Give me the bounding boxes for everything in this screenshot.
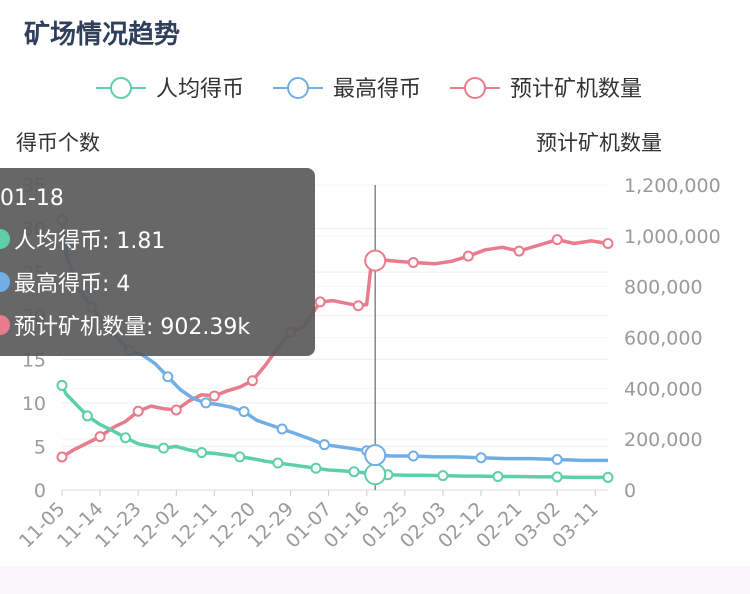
point-avg-12-17[interactable] — [234, 451, 246, 463]
point-max-01-27[interactable] — [407, 450, 419, 462]
y-right-tick-6: 1,200,000 — [624, 175, 721, 197]
point-max-12-09[interactable] — [200, 397, 212, 409]
point-avg-01-04[interactable] — [310, 462, 322, 474]
point-avg-02-03[interactable] — [437, 470, 449, 482]
series-line-avg[interactable] — [60, 384, 608, 480]
point-avg-03-14[interactable] — [602, 471, 614, 483]
y-right-tick-1: 200,000 — [624, 429, 703, 451]
hover-markers — [364, 249, 387, 486]
legend-item-2[interactable]: 预计矿机数量 — [450, 77, 642, 102]
point-miners-01-27[interactable] — [407, 257, 419, 269]
y-left-tick-2: 10 — [22, 393, 46, 415]
tooltip-date: 01-18 — [0, 186, 64, 211]
legend-marker-1 — [287, 77, 309, 99]
point-avg-11-05[interactable] — [56, 379, 68, 391]
legend-marker-0 — [110, 77, 132, 99]
point-miners-01-05[interactable] — [314, 296, 326, 308]
y-left-tick-1: 5 — [34, 436, 46, 458]
tooltip-dot-avg — [0, 228, 10, 249]
point-miners-02-09[interactable] — [462, 250, 474, 262]
point-avg-02-16[interactable] — [492, 470, 504, 482]
point-max-11-30[interactable] — [162, 371, 174, 383]
point-max-12-27[interactable] — [276, 423, 288, 435]
series-layer — [56, 214, 614, 483]
point-miners-03-02[interactable] — [551, 234, 563, 246]
tooltip-row-max: 最高得币: 4 — [0, 260, 315, 303]
y-right-tick-0: 0 — [624, 480, 636, 502]
hover-marker-avg — [364, 463, 387, 486]
point-avg-11-11[interactable] — [81, 410, 93, 422]
tooltip-dot-max — [0, 271, 10, 292]
y-right-tick-4: 800,000 — [624, 277, 703, 299]
point-avg-01-13[interactable] — [348, 466, 360, 478]
point-avg-12-08[interactable] — [196, 447, 208, 459]
point-max-03-02[interactable] — [551, 454, 563, 465]
legend-marker-2 — [464, 77, 486, 99]
point-miners-02-21[interactable] — [513, 245, 525, 257]
bottom-band — [0, 566, 750, 594]
tooltip-row-avg: 人均得币: 1.81 — [0, 217, 315, 260]
point-miners-12-02[interactable] — [170, 404, 182, 416]
legend-item-0[interactable]: 人均得币 — [96, 77, 244, 102]
hover-marker-miners — [364, 249, 387, 272]
point-max-12-18[interactable] — [238, 406, 250, 418]
tooltip-row-miners: 预计矿机数量: 902.39k — [0, 303, 315, 346]
point-avg-12-26[interactable] — [272, 457, 284, 469]
tooltip-miners-value: 预计矿机数量: 902.39k — [14, 314, 251, 340]
tooltip: 01-18 人均得币: 1.81 最高得币: 4 预计矿机数量: 902.39k — [0, 168, 315, 356]
point-miners-03-14[interactable] — [602, 237, 614, 249]
legend-label-2: 预计矿机数量 — [510, 77, 642, 102]
y-right-axis-title: 预计矿机数量 — [536, 131, 662, 155]
point-avg-11-29[interactable] — [158, 442, 170, 454]
point-miners-01-14[interactable] — [352, 300, 364, 312]
point-avg-03-02[interactable] — [551, 471, 563, 483]
point-miners-11-23[interactable] — [132, 405, 144, 417]
point-miners-12-11[interactable] — [208, 390, 220, 402]
point-max-02-12[interactable] — [475, 452, 487, 464]
legend-label-1: 最高得币 — [333, 77, 421, 102]
point-miners-11-05[interactable] — [56, 451, 68, 463]
point-max-01-06[interactable] — [318, 439, 330, 451]
y-left-axis-title: 得币个数 — [16, 131, 100, 155]
point-miners-11-14[interactable] — [94, 431, 106, 443]
legend: 人均得币 最高得币 预计矿机数量 — [96, 77, 642, 102]
point-miners-12-20[interactable] — [246, 375, 258, 387]
y-right-tick-5: 1,000,000 — [624, 226, 721, 248]
page-title: 矿场情况趋势 — [24, 20, 181, 50]
legend-item-1[interactable]: 最高得币 — [273, 77, 421, 102]
hover-marker-max — [364, 444, 387, 467]
y-right-tick-3: 600,000 — [624, 328, 703, 350]
y-right-tick-2: 400,000 — [624, 378, 703, 400]
tooltip-avg-value: 人均得币: 1.81 — [14, 228, 166, 254]
tooltip-dot-miners — [0, 314, 10, 335]
tooltip-max-value: 最高得币: 4 — [14, 271, 131, 297]
point-avg-11-20[interactable] — [119, 432, 131, 444]
y-left-tick-0: 0 — [34, 480, 46, 502]
legend-label-0: 人均得币 — [156, 77, 244, 102]
